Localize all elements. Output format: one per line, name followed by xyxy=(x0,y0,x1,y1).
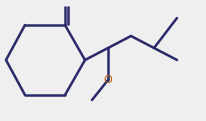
Text: O: O xyxy=(62,0,71,2)
Text: O: O xyxy=(104,75,112,85)
